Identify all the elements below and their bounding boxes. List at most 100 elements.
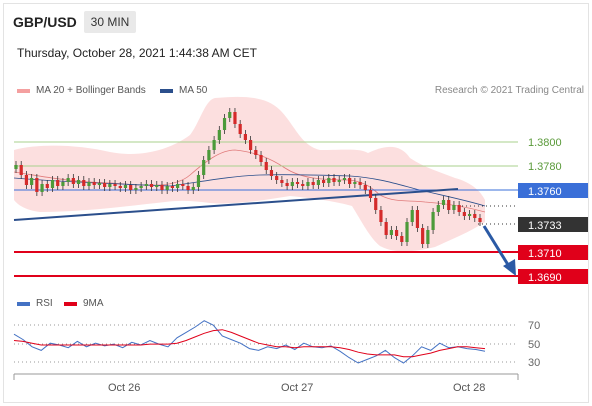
candle-body [457, 205, 461, 212]
candle-body [76, 180, 81, 184]
candle-body [66, 178, 70, 182]
candle-body [295, 182, 300, 184]
candle-body [405, 222, 409, 242]
datetime-label: Thursday, October 28, 2021 1:44:38 AM CE… [17, 46, 257, 60]
timeframe-button[interactable]: 30 MIN [84, 11, 136, 33]
legend-9ma: 9MA [64, 298, 104, 309]
candle-body [389, 230, 393, 235]
candle-body [269, 170, 274, 176]
candle-body [254, 150, 258, 155]
legend-ma50: MA 50 [160, 85, 207, 96]
candle-body [410, 210, 414, 222]
candle-body [337, 180, 341, 182]
chart-widget-frame [3, 3, 589, 403]
ma50-swatch-icon [160, 88, 173, 93]
candle-body [384, 222, 388, 235]
candle-body [358, 182, 362, 185]
candle-body [426, 230, 430, 244]
level-2-label: 1.3780 [528, 161, 562, 173]
candle-body [129, 185, 133, 190]
candle-body [186, 186, 190, 190]
candle-body [467, 214, 472, 216]
candle-body [71, 178, 75, 184]
candle-body [353, 182, 357, 184]
candle-body [316, 180, 320, 185]
candle-body [181, 184, 185, 186]
candle-body [447, 200, 451, 210]
candle-body [332, 178, 336, 182]
candle-body [301, 184, 305, 186]
candle-body [311, 182, 315, 185]
candle-body [207, 150, 211, 160]
candle-body [400, 236, 404, 242]
legend-bollinger: MA 20 + Bollinger Bands [17, 85, 146, 96]
candle-body [196, 175, 201, 187]
instrument-title: GBP/USD [13, 14, 77, 30]
candle-body [170, 186, 175, 188]
candle-body [191, 187, 195, 190]
candle-body [165, 186, 169, 190]
candle-body [113, 184, 117, 186]
rsi-tick-30: 30 [528, 357, 540, 369]
candle-body [243, 134, 247, 140]
candle-body [118, 186, 122, 188]
candle-body [87, 182, 91, 186]
candle-body [149, 184, 154, 187]
candle-body [363, 185, 367, 190]
candle-body [144, 184, 148, 186]
candle-body [40, 184, 44, 192]
candle-body [19, 165, 23, 175]
legend-ma50-label: MA 50 [179, 85, 208, 96]
ma9-line [13, 329, 486, 358]
candle-body [462, 212, 466, 216]
x-tick-oct27: Oct 27 [281, 382, 313, 394]
level-6-label: 1.3690 [528, 272, 562, 284]
ma9-swatch-icon [64, 301, 77, 306]
legend-bollinger-label: MA 20 + Bollinger Bands [36, 85, 146, 96]
candle-body [249, 140, 253, 150]
candle-body [212, 140, 216, 150]
rsi-line [13, 320, 486, 364]
rsi-swatch-icon [17, 301, 30, 306]
candle-body [452, 205, 456, 210]
level-pills: 1.3800 1.3780 1.3760 1.3733 1.3710 1.369… [518, 137, 588, 284]
candle-body [285, 183, 289, 186]
candle-body [327, 178, 331, 183]
candle-body [139, 186, 143, 188]
level-1-label: 1.3800 [528, 137, 562, 149]
candle-body [238, 124, 242, 134]
rsi-tick-50: 50 [528, 339, 540, 351]
bollinger-band-area [14, 96, 485, 252]
candle-body [379, 210, 383, 222]
candle-body [280, 180, 284, 183]
candle-body [342, 178, 347, 180]
candle-body [134, 188, 138, 190]
candle-body [92, 182, 96, 185]
level-4-label: 1.3733 [528, 220, 562, 232]
candle-body [155, 185, 159, 187]
candle-body [228, 112, 232, 118]
candle-body [431, 212, 435, 230]
level-5-label: 1.3710 [528, 248, 562, 260]
legend-9ma-label: 9MA [83, 298, 104, 309]
candle-body [348, 178, 352, 184]
legend-rsi-label: RSI [36, 298, 53, 309]
candle-body [415, 210, 420, 228]
candle-body [394, 230, 399, 236]
candle-body [441, 200, 446, 205]
candle-body [374, 198, 378, 210]
candle-body [50, 180, 55, 188]
candle-body [259, 155, 263, 162]
candle-body [222, 118, 227, 130]
candle-body [306, 182, 310, 186]
candle-body [264, 162, 268, 170]
down-arrow-icon [482, 225, 516, 276]
candle-body [160, 185, 164, 190]
candle-body [61, 182, 65, 186]
rsi-tick-70: 70 [528, 320, 540, 332]
rsi-panel: 70 50 30 [13, 320, 540, 369]
candle-body [45, 184, 49, 188]
candle-body [217, 130, 221, 140]
candle-body [35, 178, 39, 192]
